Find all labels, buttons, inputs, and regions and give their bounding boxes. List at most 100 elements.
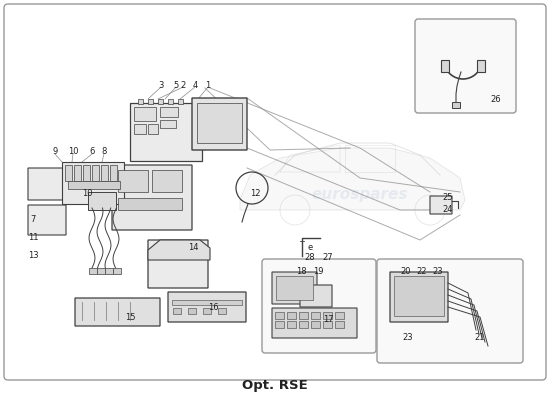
Text: 11: 11 xyxy=(28,234,38,242)
Text: 25: 25 xyxy=(443,194,453,202)
Bar xyxy=(118,198,182,210)
Text: 26: 26 xyxy=(491,96,501,104)
Text: 27: 27 xyxy=(323,254,333,262)
Bar xyxy=(92,165,99,181)
FancyBboxPatch shape xyxy=(75,298,160,326)
FancyBboxPatch shape xyxy=(430,196,452,214)
Bar xyxy=(276,276,313,300)
Bar xyxy=(477,60,485,72)
Text: 23: 23 xyxy=(403,334,413,342)
Bar xyxy=(152,170,182,192)
FancyBboxPatch shape xyxy=(272,308,357,338)
Bar xyxy=(160,107,178,117)
FancyBboxPatch shape xyxy=(262,259,376,353)
FancyBboxPatch shape xyxy=(28,205,66,235)
Polygon shape xyxy=(240,148,465,210)
Bar xyxy=(172,300,242,305)
Text: 10: 10 xyxy=(82,188,92,198)
Text: eurospares: eurospares xyxy=(67,178,163,192)
Bar xyxy=(168,99,173,104)
Bar xyxy=(394,276,444,316)
Bar xyxy=(178,99,183,104)
Bar xyxy=(105,268,113,274)
Bar xyxy=(335,312,344,319)
Bar xyxy=(275,321,284,328)
Bar xyxy=(138,99,143,104)
Bar xyxy=(88,192,116,210)
Bar xyxy=(65,165,72,181)
Bar xyxy=(287,312,296,319)
Bar xyxy=(101,165,108,181)
Text: 6: 6 xyxy=(89,148,95,156)
Bar xyxy=(275,312,284,319)
Bar xyxy=(311,312,320,319)
Bar xyxy=(83,165,90,181)
Text: 9: 9 xyxy=(52,148,58,156)
Bar xyxy=(323,321,332,328)
Text: 18: 18 xyxy=(296,266,306,276)
Bar xyxy=(74,165,81,181)
FancyBboxPatch shape xyxy=(390,272,448,322)
Text: 5: 5 xyxy=(173,80,179,90)
Text: 15: 15 xyxy=(125,314,135,322)
Bar xyxy=(452,102,460,108)
FancyBboxPatch shape xyxy=(192,98,247,150)
Bar xyxy=(441,60,449,72)
FancyBboxPatch shape xyxy=(377,259,523,363)
Bar xyxy=(110,165,117,181)
Text: 3: 3 xyxy=(158,80,164,90)
Text: 24: 24 xyxy=(443,206,453,214)
FancyBboxPatch shape xyxy=(300,285,332,307)
FancyBboxPatch shape xyxy=(168,292,246,322)
Text: 17: 17 xyxy=(323,316,333,324)
Text: 10: 10 xyxy=(68,148,78,156)
Text: 19: 19 xyxy=(313,266,323,276)
Bar xyxy=(62,162,124,204)
Text: e: e xyxy=(307,244,312,252)
Text: 8: 8 xyxy=(101,148,107,156)
Text: eurospares: eurospares xyxy=(312,188,408,202)
Text: 4: 4 xyxy=(192,80,197,90)
Bar xyxy=(299,312,308,319)
Bar xyxy=(118,170,148,192)
Bar xyxy=(197,103,242,143)
Text: 23: 23 xyxy=(433,266,443,276)
Text: 7: 7 xyxy=(30,216,36,224)
Bar xyxy=(148,99,153,104)
Polygon shape xyxy=(148,240,210,260)
Bar xyxy=(130,103,202,161)
Bar xyxy=(203,308,211,314)
FancyBboxPatch shape xyxy=(272,272,317,304)
Bar xyxy=(218,308,226,314)
FancyBboxPatch shape xyxy=(28,168,68,200)
Text: 2: 2 xyxy=(180,80,186,90)
Text: Opt. RSE: Opt. RSE xyxy=(242,378,308,392)
FancyBboxPatch shape xyxy=(4,4,546,380)
Bar xyxy=(158,99,163,104)
Bar xyxy=(134,107,156,121)
Text: 20: 20 xyxy=(401,266,411,276)
Bar xyxy=(299,321,308,328)
Text: 28: 28 xyxy=(305,254,315,262)
Bar xyxy=(134,124,146,134)
Bar xyxy=(287,321,296,328)
Bar xyxy=(113,268,121,274)
FancyBboxPatch shape xyxy=(112,165,192,230)
Text: 1: 1 xyxy=(205,80,211,90)
Bar xyxy=(148,124,158,134)
Bar xyxy=(311,321,320,328)
Text: 12: 12 xyxy=(250,188,260,198)
Bar xyxy=(89,268,97,274)
Bar xyxy=(323,312,332,319)
Text: 14: 14 xyxy=(188,244,198,252)
Text: 13: 13 xyxy=(28,250,38,260)
Bar xyxy=(188,308,196,314)
FancyBboxPatch shape xyxy=(148,240,208,288)
FancyBboxPatch shape xyxy=(415,19,516,113)
Text: 16: 16 xyxy=(208,304,218,312)
Bar xyxy=(335,321,344,328)
Text: 21: 21 xyxy=(475,334,485,342)
Bar xyxy=(68,181,120,189)
Bar xyxy=(97,268,105,274)
Bar xyxy=(173,308,181,314)
